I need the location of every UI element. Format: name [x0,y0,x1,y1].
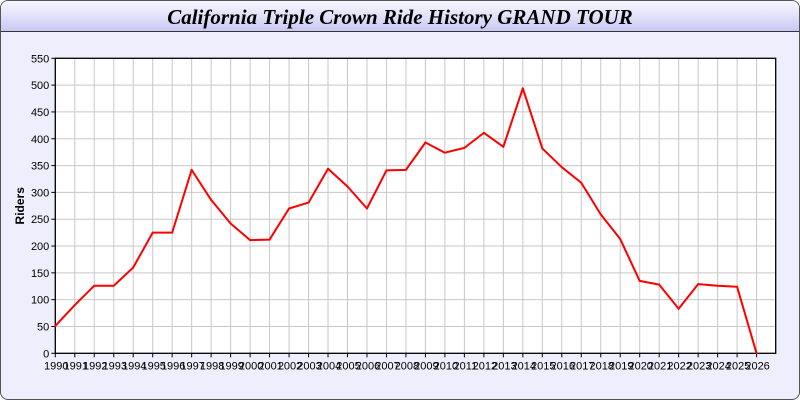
data-point [327,167,330,170]
data-point [112,284,115,287]
data-point [210,198,213,201]
data-point [249,239,252,242]
x-tick-label: 1997 [180,360,204,372]
y-tick-label: 300 [31,187,49,199]
x-tick-label: 2012 [473,360,497,372]
x-tick-label: 1993 [102,360,126,372]
data-point [443,151,446,154]
data-point [54,324,57,327]
x-tick-label: 2008 [395,360,419,372]
data-point [541,147,544,150]
data-point [190,168,193,171]
x-tick-label: 2026 [745,360,769,372]
data-point [560,166,563,169]
data-point [385,169,388,172]
data-point [346,185,349,188]
y-tick-label: 500 [31,80,49,92]
x-tick-label: 2015 [531,360,555,372]
data-point [307,201,310,204]
data-point [619,238,622,241]
data-point [580,181,583,184]
y-tick-label: 250 [31,214,49,226]
x-tick-label: 2011 [454,360,478,372]
x-tick-label: 1996 [161,360,185,372]
y-tick-label: 550 [31,53,49,65]
data-point [658,283,661,286]
data-point [697,283,700,286]
plot-area [55,58,776,354]
x-tick-label: 2002 [278,360,302,372]
x-tick-label: 2022 [667,360,691,372]
x-tick-label: 2020 [628,360,652,372]
x-tick-label: 2001 [258,360,282,372]
data-point [482,131,485,134]
x-tick-label: 2018 [589,360,613,372]
x-tick-label: 2017 [570,360,594,372]
data-point [93,284,96,287]
data-point [463,146,466,149]
data-point [151,231,154,234]
y-tick-label: 400 [31,134,49,146]
data-point [229,222,232,225]
data-point [638,279,641,282]
data-point [502,145,505,148]
data-point [755,352,758,355]
x-tick-label: 2007 [375,360,399,372]
plot-border [54,57,777,354]
data-point [171,231,174,234]
x-tick-label: 1994 [122,360,146,372]
x-tick-label: 2003 [297,360,321,372]
y-tick-label: 50 [37,321,49,333]
data-point [716,284,719,287]
x-tick-label: 2013 [492,360,516,372]
data-point [365,207,368,210]
x-tick-label: 2025 [726,360,750,372]
y-axis-label: Riders [13,187,27,225]
x-tick-label: 2010 [434,360,458,372]
y-tick-label: 150 [31,268,49,280]
data-point [132,266,135,269]
x-tick-label: 2016 [551,360,575,372]
x-tick-label: 2019 [609,360,633,372]
title-bar: California Triple Crown Ride History GRA… [1,1,799,32]
x-tick-label: 2006 [356,360,380,372]
x-tick-label: 2021 [648,360,672,372]
data-point [521,87,524,90]
data-point [424,141,427,144]
x-tick-label: 2005 [336,360,360,372]
data-point [677,307,680,310]
y-tick-label: 350 [31,161,49,173]
x-tick-label: 2000 [239,360,263,372]
x-tick-label: 2009 [414,360,438,372]
data-point [268,238,271,241]
x-tick-label: 2004 [317,360,341,372]
x-tick-label: 2024 [706,360,730,372]
x-tick-label: 1992 [83,360,107,372]
x-tick-label: 1990 [44,360,68,372]
data-point [736,285,739,288]
x-tick-label: 2023 [687,360,711,372]
y-tick-label: 450 [31,107,49,119]
x-tick-label: 1998 [200,360,224,372]
chart-title: California Triple Crown Ride History GRA… [167,5,633,29]
x-tick-label: 1995 [141,360,165,372]
x-tick-label: 1999 [219,360,243,372]
y-tick-label: 200 [31,241,49,253]
x-tick-label: 1991 [64,360,88,372]
x-tick-label: 2014 [512,360,536,372]
data-point [73,304,76,307]
y-tick-label: 0 [43,348,49,360]
data-point [599,213,602,216]
data-point [404,168,407,171]
y-tick-label: 100 [31,295,49,307]
data-point [288,207,291,210]
